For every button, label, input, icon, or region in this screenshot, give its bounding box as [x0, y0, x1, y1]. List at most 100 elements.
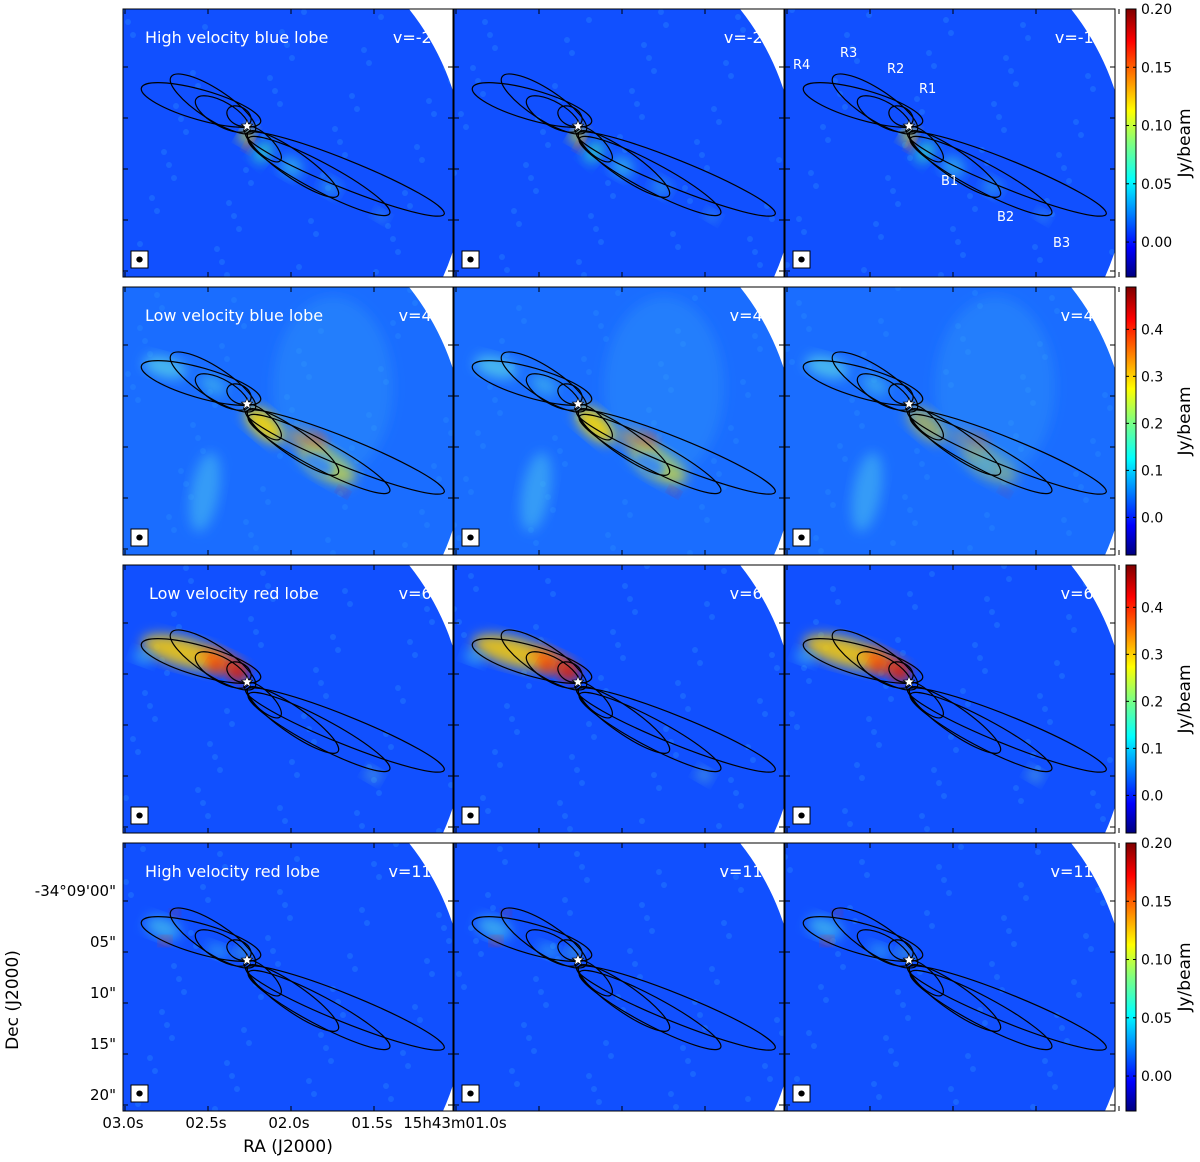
outflow-ellipse [888, 939, 914, 961]
map-background [454, 565, 784, 833]
noise-speck [1020, 22, 1026, 28]
noise-speck [473, 938, 479, 944]
beam-ellipse [467, 256, 474, 263]
noise-speck [265, 935, 271, 941]
noise-speck [574, 767, 580, 773]
beam-ellipse [798, 534, 805, 541]
noise-speck [301, 9, 307, 15]
noise-speck [644, 915, 650, 921]
noise-speck [1078, 132, 1084, 138]
noise-speck [468, 573, 474, 579]
noise-speck [1061, 517, 1067, 523]
noise-speck [622, 499, 628, 505]
ellipse-label: B2 [997, 210, 1014, 225]
noise-speck [1013, 785, 1019, 791]
noise-speck [1090, 86, 1096, 92]
noise-speck [533, 188, 539, 194]
noise-speck [441, 573, 447, 579]
noise-speck [222, 864, 228, 870]
velocity-label: v=6.5 [399, 584, 447, 603]
noise-speck [629, 88, 635, 94]
x-tick-label: 03.0s [102, 1114, 143, 1132]
colorbar-1: 0.20 0.15 0.10 0.05 0.00 Jy/beam [1125, 2, 1195, 278]
noise-speck [212, 402, 218, 408]
noise-speck [849, 397, 855, 403]
row-title: High velocity red lobe [145, 862, 320, 881]
noise-speck [1083, 497, 1089, 503]
colorbar-label: Jy/beam [1175, 942, 1195, 1012]
protostar-icon [902, 675, 916, 688]
noise-speck [378, 14, 384, 20]
noise-speck [941, 877, 947, 883]
noise-speck [492, 749, 498, 755]
noise-speck [516, 305, 522, 311]
noise-speck [586, 17, 592, 23]
colorbar-tick-label: 0.20 [1141, 2, 1172, 18]
noise-speck [953, 747, 959, 753]
noise-speck [965, 701, 971, 707]
noise-speck [217, 851, 223, 857]
noise-speck [152, 716, 158, 722]
noise-speck [750, 843, 756, 847]
noise-speck [557, 800, 563, 806]
map-background [454, 843, 784, 1111]
velocity-label: v=4.3 [1061, 306, 1109, 325]
noise-speck [347, 953, 353, 959]
noise-speck [393, 843, 399, 847]
noise-speck [747, 236, 753, 242]
noise-speck [287, 915, 293, 921]
beam-ellipse [136, 256, 143, 263]
noise-speck [716, 119, 722, 125]
outflow-ellipse [557, 939, 583, 961]
noise-speck [608, 1053, 614, 1059]
noise-speck [248, 180, 254, 186]
noise-speck [161, 149, 167, 155]
noise-speck [308, 218, 314, 224]
noise-speck [721, 920, 727, 926]
noise-speck [142, 690, 148, 696]
noise-speck [876, 1094, 882, 1100]
outflow-ellipse [226, 939, 252, 961]
noise-speck [728, 425, 734, 431]
noise-speck [195, 435, 201, 441]
noise-speck [842, 808, 848, 814]
panel-1-3: v=-1.8R4R3R2R1B1B2B3B4 [784, 8, 1136, 278]
protostar-icon [571, 119, 585, 132]
noise-speck [663, 726, 669, 732]
emission-blob [935, 297, 1055, 477]
outflow-ellipse [909, 135, 1053, 217]
row-title: Low velocity red lobe [149, 584, 319, 603]
ellipse-label: R3 [840, 46, 857, 61]
noise-speck [176, 976, 182, 982]
panel-3-2: v=6.7 [453, 564, 789, 834]
noise-speck [967, 545, 973, 551]
noise-speck [733, 438, 739, 444]
noise-speck [924, 826, 930, 832]
emission-blob [365, 768, 381, 782]
noise-speck [757, 262, 763, 268]
noise-speck [231, 213, 237, 219]
noise-speck [1059, 1025, 1065, 1031]
colorbar-tick-label: 0.00 [1141, 1069, 1172, 1085]
noise-speck [480, 795, 486, 801]
noise-speck [721, 568, 727, 574]
noise-speck [376, 874, 382, 880]
noise-speck [919, 461, 925, 467]
noise-speck [627, 596, 633, 602]
noise-speck [646, 55, 652, 61]
noise-speck [610, 545, 616, 551]
noise-speck [567, 826, 573, 832]
noise-speck [785, 854, 788, 860]
noise-speck [639, 114, 645, 120]
colorbar-tick-label: 0.1 [1141, 741, 1163, 757]
noise-speck [1095, 451, 1101, 457]
noise-speck [794, 1076, 800, 1082]
noise-speck [236, 310, 242, 316]
noise-speck [419, 593, 425, 599]
noise-speck [830, 502, 836, 508]
noise-speck [1054, 660, 1060, 666]
noise-speck [924, 910, 930, 916]
noise-speck [663, 22, 669, 28]
noise-speck [265, 583, 271, 589]
noise-speck [1066, 614, 1072, 620]
